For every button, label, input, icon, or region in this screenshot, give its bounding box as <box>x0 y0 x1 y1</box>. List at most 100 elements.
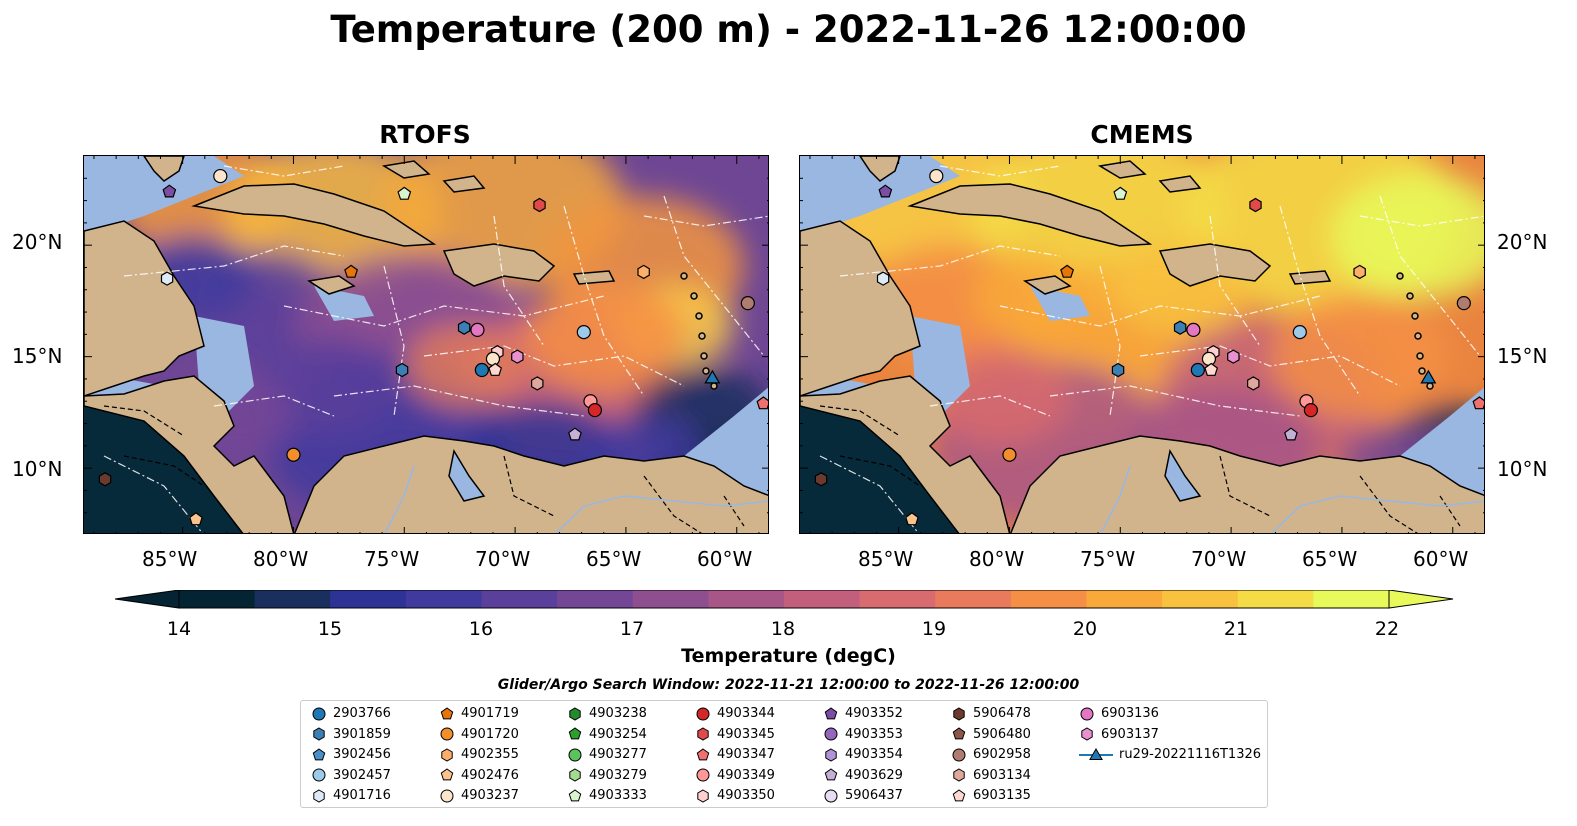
argo-float-marker[interactable] <box>1472 396 1485 410</box>
legend-label: 2903766 <box>333 706 391 721</box>
legend-entry: 4903238 <box>567 704 647 723</box>
argo-float-marker[interactable] <box>533 197 546 213</box>
legend-marker-icon <box>568 727 582 740</box>
argo-float-marker[interactable] <box>160 271 174 286</box>
argo-float-marker[interactable] <box>568 427 582 441</box>
argo-float-marker[interactable] <box>286 447 301 462</box>
legend-marker-icon <box>440 789 454 802</box>
colorbar-segment <box>632 590 709 608</box>
argo-float-marker[interactable] <box>397 186 412 200</box>
rivers <box>384 465 768 533</box>
argo-float-marker[interactable] <box>1002 447 1017 462</box>
argo-float-marker[interactable] <box>1201 351 1217 366</box>
argo-float-marker[interactable] <box>1303 403 1318 418</box>
argo-float-marker[interactable] <box>587 403 602 418</box>
legend-marker-icon <box>697 727 709 741</box>
legend-entry: 3902457 <box>311 766 391 785</box>
colorbar-segment <box>557 590 634 608</box>
argo-float-marker[interactable] <box>1190 362 1205 378</box>
argo-float-marker[interactable] <box>1247 376 1260 391</box>
legend-entry: 4902476 <box>439 766 519 785</box>
argo-float-marker[interactable] <box>457 320 471 335</box>
argo-float-marker[interactable] <box>162 184 177 198</box>
colorbar-extend-max <box>1388 590 1454 609</box>
legend-entry: 4903629 <box>823 766 903 785</box>
argo-float-marker[interactable] <box>1284 427 1298 441</box>
argo-float-marker[interactable] <box>213 168 228 184</box>
colorbar-segment <box>1010 590 1087 608</box>
argo-float-marker[interactable] <box>511 349 524 364</box>
legend-marker-icon <box>952 748 966 761</box>
legend-entry: 4901716 <box>311 786 391 805</box>
legend-marker-icon <box>569 706 581 721</box>
map-cmems-svg <box>800 156 1485 533</box>
glider-marker[interactable] <box>704 369 721 384</box>
argo-float-marker[interactable] <box>531 376 544 391</box>
argo-float-marker[interactable] <box>1249 197 1262 213</box>
argo-float-marker[interactable] <box>1227 349 1240 364</box>
legend-marker-icon <box>312 768 326 782</box>
legend-entry: 6903134 <box>951 766 1031 785</box>
argo-float-marker[interactable] <box>740 296 755 311</box>
legend-marker-icon <box>824 789 838 802</box>
lon-label: 75°W <box>364 547 420 571</box>
colorbar-tick: 19 <box>921 618 947 640</box>
argo-float-marker[interactable] <box>814 472 828 487</box>
argo-float-marker[interactable] <box>1186 322 1201 337</box>
argo-float-marker[interactable] <box>488 362 503 376</box>
colorbar-segment <box>784 590 861 608</box>
argo-float-marker[interactable] <box>470 322 485 337</box>
legend-marker-icon <box>1080 707 1094 720</box>
argo-float-marker[interactable] <box>905 512 919 526</box>
argo-float-marker[interactable] <box>474 362 489 378</box>
legend-marker-icon <box>953 706 965 721</box>
argo-float-marker[interactable] <box>189 512 203 526</box>
map-panel-rtofs[interactable] <box>83 155 769 534</box>
legend-marker-icon <box>440 706 454 719</box>
float-markers <box>814 168 1485 526</box>
argo-float-marker[interactable] <box>98 472 112 487</box>
argo-float-marker[interactable] <box>1111 362 1125 378</box>
argo-float-marker[interactable] <box>1060 264 1075 278</box>
argo-float-marker[interactable] <box>485 351 501 366</box>
lat-label: 10°N <box>12 457 63 481</box>
argo-float-marker[interactable] <box>876 271 890 286</box>
country-borders <box>819 405 1461 533</box>
argo-float-marker[interactable] <box>1292 325 1307 340</box>
argo-float-marker[interactable] <box>756 396 769 410</box>
axis-ticks <box>800 156 1484 533</box>
legend-label: 4902476 <box>461 767 519 783</box>
colorbar-segment <box>935 590 1012 608</box>
argo-float-marker[interactable] <box>1204 362 1219 376</box>
legend: 2903766 3901859 3902456 3902457 4901716 49017… <box>300 700 1268 808</box>
legend-marker-icon <box>1079 747 1113 760</box>
argo-float-marker[interactable] <box>576 325 591 340</box>
argo-float-marker[interactable] <box>878 184 893 198</box>
argo-float-marker[interactable] <box>929 168 944 184</box>
legend-label: 4903344 <box>717 706 775 721</box>
legend-label: 4903279 <box>589 767 647 783</box>
legend-label: 5906480 <box>973 726 1031 742</box>
legend-label: 4903354 <box>845 747 903 762</box>
legend-label: 4903349 <box>717 767 775 783</box>
argo-float-marker[interactable] <box>1113 186 1128 200</box>
legend-entry: 4903349 <box>695 766 775 785</box>
argo-float-marker[interactable] <box>344 264 359 278</box>
glider-marker[interactable] <box>1420 369 1437 384</box>
map-panel-cmems[interactable] <box>799 155 1485 534</box>
argo-float-marker[interactable] <box>637 264 650 280</box>
colorbar-segment <box>179 590 256 608</box>
legend-marker-icon <box>952 727 966 740</box>
colorbar-segment <box>481 590 558 608</box>
lon-label: 60°W <box>697 547 753 571</box>
lon-label: 80°W <box>253 547 309 571</box>
argo-float-marker[interactable] <box>1353 264 1366 280</box>
pacific-ocean <box>800 401 969 533</box>
lat-label: 20°N <box>1497 230 1548 254</box>
argo-float-marker[interactable] <box>1173 320 1187 335</box>
argo-float-marker[interactable] <box>395 362 409 378</box>
legend-label: 5906437 <box>845 788 903 803</box>
legend-label: 4903352 <box>845 706 903 721</box>
argo-float-marker[interactable] <box>1456 296 1471 311</box>
lon-label: 70°W <box>1191 547 1247 571</box>
